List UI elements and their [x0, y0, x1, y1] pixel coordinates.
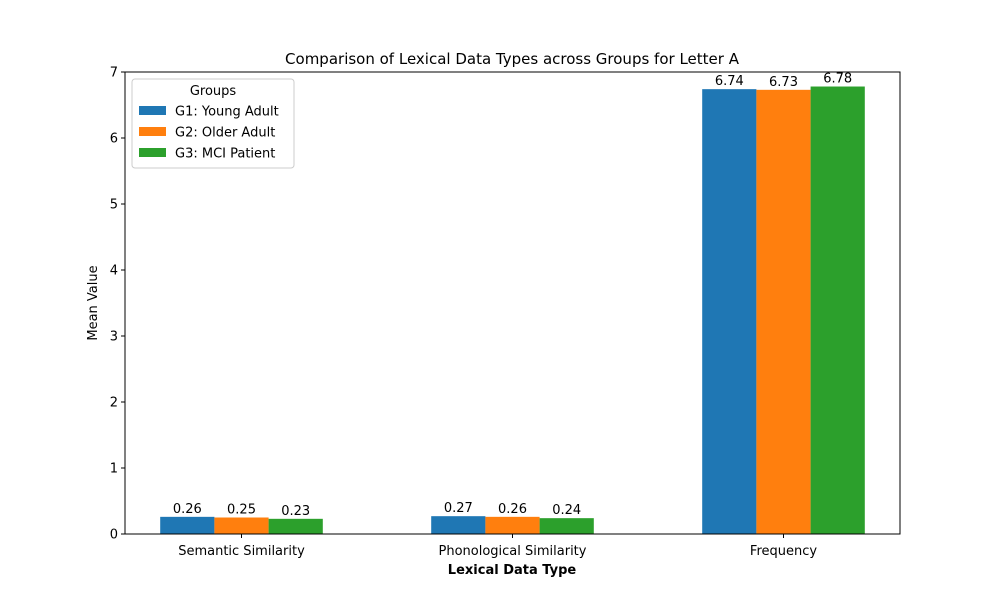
legend-swatch-3: [139, 148, 166, 157]
bar-1-2: [431, 516, 486, 534]
bar-2-3: [756, 89, 811, 534]
data-label-1-2: 0.27: [444, 501, 473, 516]
y-axis-label: Mean Value: [86, 265, 101, 340]
legend-swatch-2: [139, 127, 166, 136]
y-tick-label-5: 5: [110, 198, 118, 213]
chart-title: Comparison of Lexical Data Types across …: [285, 50, 740, 68]
y-tick-label-6: 6: [110, 132, 118, 147]
data-label-2-2: 0.26: [498, 502, 527, 517]
data-label-3-3: 6.78: [823, 72, 852, 87]
x-tick-label-1: Semantic Similarity: [178, 544, 305, 559]
bar-2-2: [485, 516, 540, 534]
bar-3-3: [810, 86, 865, 535]
data-label-3-2: 0.24: [552, 503, 581, 518]
legend-label-3: G3: MCI Patient: [175, 147, 275, 162]
bar-1-3: [702, 89, 757, 534]
y-tick-label-7: 7: [110, 66, 118, 81]
x-axis-label: Lexical Data Type: [448, 563, 577, 578]
plot-frame: [124, 71, 901, 535]
x-tick-label-2: Phonological Similarity: [439, 544, 587, 559]
y-tick-label-0: 0: [110, 528, 118, 543]
legend: Groups G1: Young Adult G2: Older Adult G3:…: [131, 78, 295, 169]
y-tick-label-1: 1: [110, 462, 118, 477]
data-label-1-3: 6.74: [715, 74, 744, 89]
bar-3-1: [268, 518, 323, 534]
data-label-1-1: 0.26: [173, 502, 202, 517]
y-axis: 0 1 2 3 4 5 6 7: [110, 66, 125, 543]
bar-2-1: [214, 517, 269, 534]
y-tick-label-3: 3: [110, 330, 118, 345]
y-tick-label-4: 4: [110, 264, 118, 279]
y-tick-label-2: 2: [110, 396, 118, 411]
legend-label-1: G1: Young Adult: [175, 105, 279, 120]
bar-1-1: [160, 516, 215, 534]
legend-swatch-1: [139, 106, 166, 115]
legend-box: [131, 78, 295, 169]
x-tick-label-3: Frequency: [750, 544, 817, 559]
x-axis: Semantic Similarity Phonological Similari…: [178, 534, 817, 559]
data-label-2-1: 0.25: [227, 503, 256, 518]
legend-title: Groups: [190, 84, 237, 99]
data-label-3-1: 0.23: [281, 504, 310, 519]
legend-label-2: G2: Older Adult: [175, 126, 275, 141]
data-label-2-3: 6.73: [769, 75, 798, 90]
bar-3-2: [539, 518, 594, 534]
bars-layer: [160, 86, 865, 535]
data-labels-layer: 0.26 0.27 6.74 0.25 0.26 6.73 0.23 0.24 6.78: [173, 72, 852, 519]
